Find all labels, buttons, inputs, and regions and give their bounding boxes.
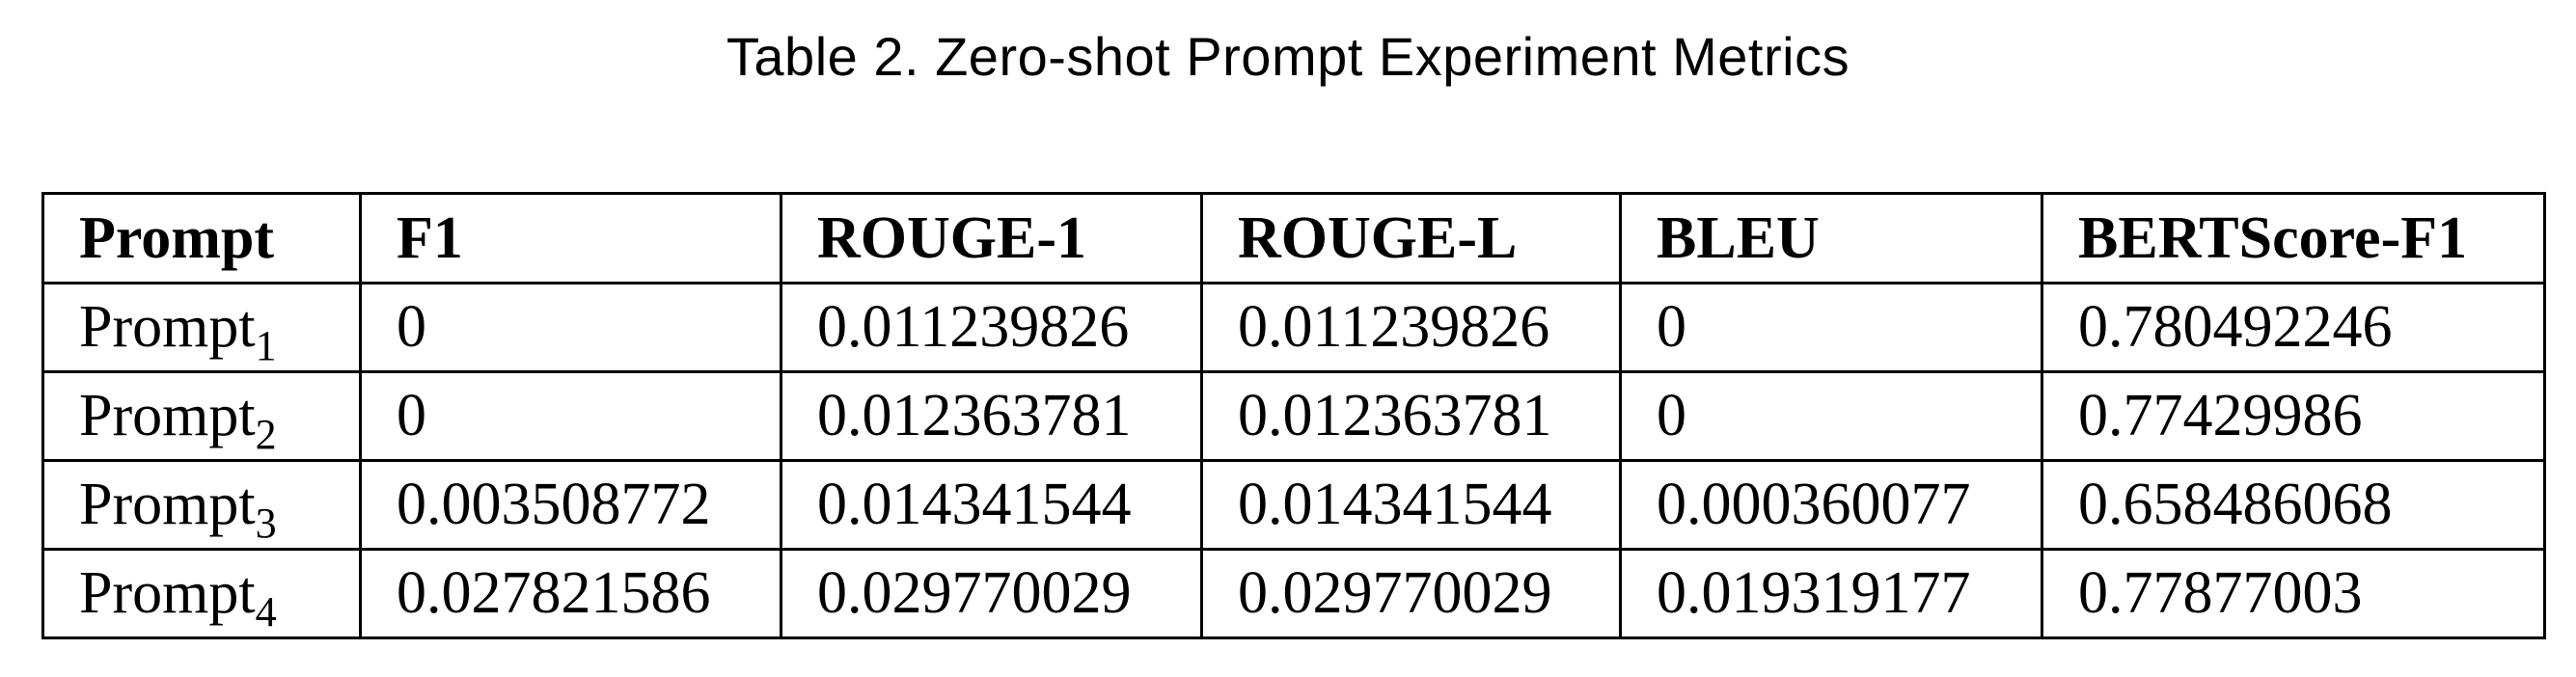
- f1-cell: 0.003508772: [359, 459, 782, 551]
- header-rouge-1: ROUGE-1: [780, 192, 1203, 284]
- bleu-cell: 0.019319177: [1619, 548, 2043, 639]
- rouge-l-cell: 0.014341544: [1200, 459, 1622, 551]
- prompt-cell: Prompt3: [41, 459, 362, 551]
- rouge-l-cell: 0.011239826: [1200, 282, 1622, 373]
- bertscore-f1-cell: 0.658486068: [2041, 459, 2546, 551]
- rouge-1-cell: 0.012363781: [780, 370, 1203, 462]
- prompt-label: Prompt: [79, 472, 256, 537]
- table-row: Prompt3 0.003508772 0.014341544 0.014341…: [41, 459, 2546, 551]
- rouge-l-cell: 0.029770029: [1200, 548, 1622, 639]
- bertscore-f1-cell: 0.77877003: [2041, 548, 2546, 639]
- prompt-subscript: 2: [255, 411, 277, 458]
- bleu-cell: 0.000360077: [1619, 459, 2043, 551]
- prompt-label: Prompt: [79, 560, 256, 626]
- table-row: Prompt1 0 0.011239826 0.011239826 0 0.78…: [41, 282, 2546, 373]
- bertscore-f1-cell: 0.780492246: [2041, 282, 2546, 373]
- f1-cell: 0: [359, 282, 782, 373]
- metrics-table: Prompt F1 ROUGE-1 ROUGE-L BLEU BERTScore…: [41, 192, 2546, 639]
- header-prompt: Prompt: [41, 192, 362, 284]
- prompt-cell: Prompt4: [41, 548, 362, 639]
- table-row: Prompt4 0.027821586 0.029770029 0.029770…: [41, 548, 2546, 639]
- prompt-cell: Prompt1: [41, 282, 362, 373]
- prompt-label: Prompt: [79, 294, 256, 360]
- rouge-1-cell: 0.011239826: [780, 282, 1203, 373]
- prompt-subscript: 3: [255, 500, 277, 547]
- rouge-l-cell: 0.012363781: [1200, 370, 1622, 462]
- bleu-cell: 0: [1619, 282, 2043, 373]
- bleu-cell: 0: [1619, 370, 2043, 462]
- bertscore-f1-cell: 0.77429986: [2041, 370, 2546, 462]
- header-f1: F1: [359, 192, 782, 284]
- header-bleu: BLEU: [1619, 192, 2043, 284]
- prompt-label: Prompt: [79, 383, 256, 448]
- rouge-1-cell: 0.014341544: [780, 459, 1203, 551]
- prompt-subscript: 1: [255, 322, 277, 369]
- prompt-subscript: 4: [255, 588, 277, 636]
- table-header-row: Prompt F1 ROUGE-1 ROUGE-L BLEU BERTScore…: [41, 192, 2546, 284]
- table-caption: Table 2. Zero-shot Prompt Experiment Met…: [726, 26, 1850, 87]
- header-rouge-l: ROUGE-L: [1200, 192, 1622, 284]
- f1-cell: 0: [359, 370, 782, 462]
- header-bertscore-f1: BERTScore-F1: [2041, 192, 2546, 284]
- table-row: Prompt2 0 0.012363781 0.012363781 0 0.77…: [41, 370, 2546, 462]
- prompt-cell: Prompt2: [41, 370, 362, 462]
- f1-cell: 0.027821586: [359, 548, 782, 639]
- rouge-1-cell: 0.029770029: [780, 548, 1203, 639]
